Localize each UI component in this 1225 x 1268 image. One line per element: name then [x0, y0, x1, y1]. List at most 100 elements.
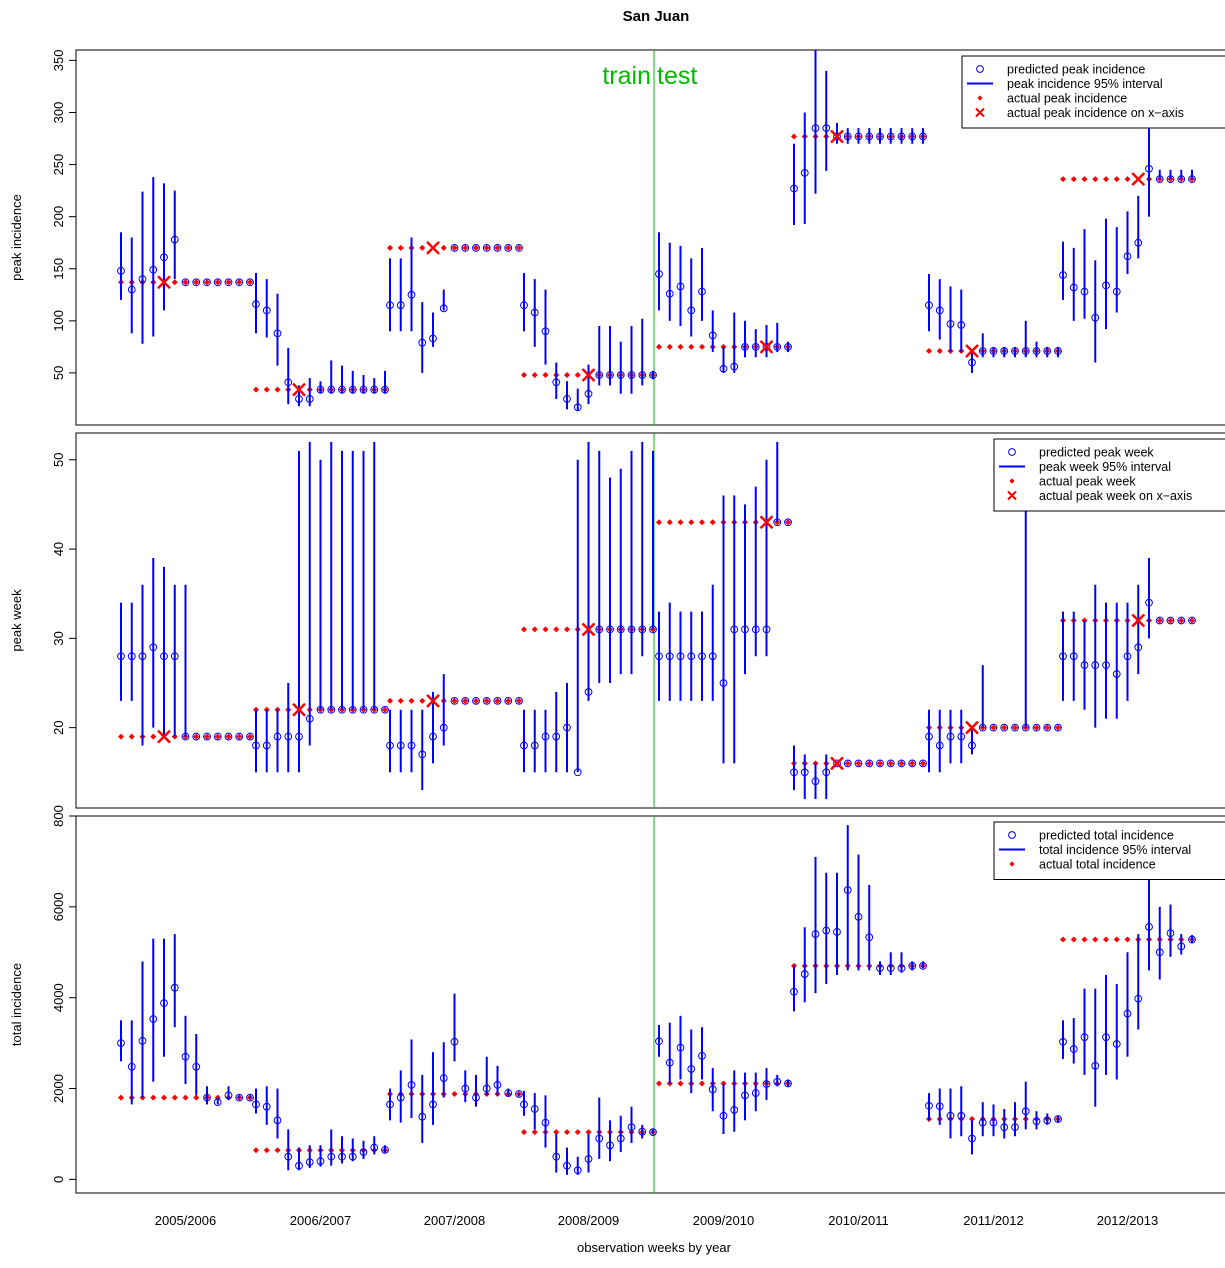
predicted-point [1043, 723, 1052, 732]
season-2010/2011 [790, 745, 927, 800]
predicted-point [305, 714, 314, 723]
actual-point [516, 244, 522, 251]
predicted-point [897, 759, 906, 768]
actual-point [451, 697, 458, 704]
season-2012/2013 [1059, 115, 1196, 363]
y-tick-label: 30 [51, 631, 66, 645]
actual-point [1189, 617, 1195, 624]
legend-entry: actual peak week on x−axis [1039, 489, 1192, 503]
predicted-point [978, 347, 987, 355]
actual-point [1092, 936, 1099, 943]
actual-point [253, 386, 259, 393]
legend-entry: actual peak incidence on x−axis [1007, 106, 1184, 120]
predicted-point [1080, 287, 1089, 296]
actual-x-marker [426, 241, 440, 255]
predicted-point [1043, 347, 1052, 355]
predicted-point [773, 518, 782, 527]
predicted-point [865, 933, 874, 942]
legend-entry: actual peak incidence [1007, 92, 1127, 106]
predicted-point [504, 1089, 513, 1097]
predicted-point [530, 1105, 539, 1113]
actual-point [909, 760, 916, 767]
predicted-point [1043, 1116, 1052, 1125]
actual-point [171, 279, 178, 286]
predicted-point [149, 1015, 158, 1023]
actual-point [1060, 936, 1066, 943]
predicted-point [224, 1091, 233, 1100]
actual-point [1113, 176, 1120, 183]
predicted-point [1054, 723, 1062, 732]
predicted-point [1166, 616, 1175, 625]
predicted-point [284, 732, 293, 741]
actual-point [236, 279, 243, 286]
predicted-point [698, 652, 706, 661]
predicted-point [800, 768, 809, 777]
season-2005/2006 [117, 558, 254, 746]
predicted-point [224, 732, 233, 741]
predicted-point [1054, 347, 1062, 355]
predicted-point [719, 679, 728, 687]
actual-point [1070, 176, 1077, 183]
actual-point [1012, 724, 1018, 731]
predicted-point [203, 732, 211, 741]
predicted-point [854, 912, 863, 921]
predicted-point [515, 696, 523, 705]
season-2009/2010 [655, 232, 792, 373]
predicted-point [370, 705, 379, 714]
predicted-point [246, 732, 254, 741]
predicted-point [833, 759, 841, 768]
actual-x-marker [1131, 172, 1146, 187]
legend-entry: predicted total incidence [1039, 829, 1174, 843]
predicted-point [854, 132, 863, 141]
predicted-point [407, 1080, 416, 1089]
y-axis-label: total incidence [9, 963, 24, 1046]
y-tick-label: 2000 [51, 1074, 66, 1103]
predicted-point [1032, 723, 1041, 732]
predicted-point [616, 625, 625, 634]
actual-point [920, 760, 926, 767]
predicted-point [698, 287, 706, 296]
predicted-point [751, 1089, 760, 1097]
predicted-point [800, 970, 809, 978]
predicted-point [843, 886, 852, 894]
actual-point [225, 733, 232, 740]
predicted-point [1059, 271, 1067, 279]
predicted-point [698, 1051, 706, 1060]
predicted-point [616, 371, 625, 379]
season-2008/2009 [520, 272, 657, 412]
predicted-point [192, 1062, 201, 1071]
y-tick-label: 0 [51, 1176, 66, 1183]
predicted-point [865, 759, 874, 768]
predicted-point [708, 652, 717, 661]
actual-x-marker [292, 702, 306, 717]
predicted-point [348, 705, 357, 714]
predicted-point [493, 1080, 502, 1089]
predicted-point [968, 358, 976, 367]
actual-point [483, 244, 490, 251]
predicted-point [655, 270, 663, 278]
actual-point [204, 279, 210, 286]
actual-x-marker [581, 368, 596, 382]
actual-point [1103, 936, 1109, 943]
y-tick-label: 800 [51, 805, 66, 827]
actual-point [440, 244, 447, 251]
predicted-point [418, 338, 427, 347]
actual-point [462, 244, 469, 251]
predicted-point [213, 278, 222, 287]
predicted-point [606, 371, 614, 379]
actual-point [564, 626, 570, 633]
actual-point [1103, 176, 1109, 183]
x-tick-label: 2008/2009 [558, 1213, 619, 1228]
actual-point [118, 733, 124, 740]
actual-point [263, 386, 270, 393]
actual-x-marker [965, 720, 979, 735]
actual-point [656, 1080, 662, 1087]
predicted-point [989, 1118, 998, 1127]
actual-point [214, 279, 221, 286]
season-2011/2012 [925, 1081, 1062, 1155]
predicted-point [273, 1116, 282, 1125]
predicted-point [552, 1152, 561, 1161]
predicted-point [833, 132, 841, 141]
